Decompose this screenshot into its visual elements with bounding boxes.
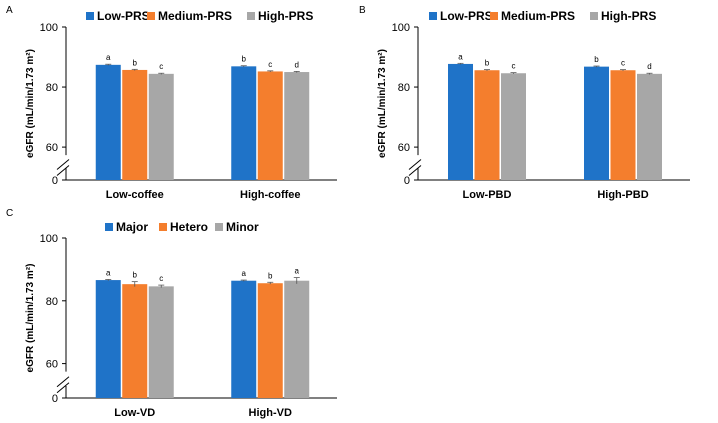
legend-label: Hetero bbox=[170, 220, 208, 234]
axis-break-mark bbox=[56, 382, 70, 394]
bar-medium-prs bbox=[122, 69, 148, 180]
significance-letter: b bbox=[594, 55, 599, 64]
y-tick-label: 60 bbox=[46, 142, 58, 154]
bar-high-prs bbox=[501, 73, 526, 180]
chart-panel-c: C 0 60 80 100 eGFR (mL/min/1.73 m²) a b c Low-VD a… bbox=[6, 208, 337, 419]
legend-swatch bbox=[86, 12, 94, 20]
legend-swatch bbox=[247, 12, 255, 20]
axis-break-mark bbox=[56, 165, 70, 176]
bar-minor bbox=[284, 280, 310, 398]
legend-label: Major bbox=[116, 220, 148, 234]
y-tick-label: 100 bbox=[40, 22, 58, 34]
significance-letter: b bbox=[242, 55, 247, 64]
bar-medium-prs bbox=[610, 70, 636, 180]
significance-letter: a bbox=[458, 52, 463, 61]
bar-low-prs bbox=[448, 63, 473, 180]
significance-letter: b bbox=[485, 59, 490, 68]
significance-letter: c bbox=[621, 59, 625, 68]
category-label: High-PBD bbox=[597, 189, 648, 201]
panel-letter: A bbox=[6, 5, 13, 16]
legend-swatch bbox=[147, 12, 155, 20]
legend-swatch bbox=[105, 223, 113, 231]
y-tick-label: 0 bbox=[52, 175, 58, 187]
significance-letter: c bbox=[268, 60, 272, 69]
legend-swatch bbox=[159, 223, 167, 231]
y-tick-label: 100 bbox=[40, 233, 58, 245]
significance-letter: c bbox=[159, 62, 163, 71]
chart-panel-a: A 0 60 80 100 eGFR (mL/min/1.73 m²) a b c Low-cof… bbox=[6, 5, 337, 201]
y-axis-label: eGFR (mL/min/1.73 m²) bbox=[25, 49, 36, 158]
legend-label: Low-PRS bbox=[97, 9, 150, 23]
bar-low-prs bbox=[584, 66, 609, 180]
bar-major bbox=[231, 280, 257, 398]
significance-letter: d bbox=[647, 62, 651, 71]
legend-label: Minor bbox=[226, 220, 259, 234]
significance-letter: c bbox=[512, 62, 516, 71]
y-tick-label: 0 bbox=[404, 175, 410, 187]
bar-medium-prs bbox=[474, 70, 500, 180]
bar-hetero bbox=[122, 284, 148, 398]
significance-letter: b bbox=[133, 58, 138, 67]
legend-label: High-PRS bbox=[258, 9, 313, 23]
legend-swatch bbox=[215, 223, 223, 231]
category-label: Low-VD bbox=[114, 407, 155, 419]
significance-letter: b bbox=[268, 271, 273, 280]
axis-break-mark bbox=[408, 159, 422, 170]
bar-major bbox=[95, 280, 121, 398]
legend-swatch bbox=[490, 12, 498, 20]
bar-high-prs bbox=[148, 73, 174, 180]
legend-swatch bbox=[590, 12, 598, 20]
axis-break-mark bbox=[56, 376, 70, 388]
legend-swatch bbox=[429, 12, 437, 20]
legend-label: Medium-PRS bbox=[158, 9, 232, 23]
category-label: Low-coffee bbox=[106, 189, 164, 201]
bar-low-prs bbox=[231, 66, 257, 180]
legend-label: Medium-PRS bbox=[501, 9, 575, 23]
panel-letter: B bbox=[359, 5, 366, 16]
chart-panel-b: B 0 60 80 100 eGFR (mL/min/1.73 m²) a b c Low-PBD… bbox=[359, 5, 690, 201]
axis-break-mark bbox=[56, 159, 70, 170]
bar-medium-prs bbox=[257, 71, 283, 180]
significance-letter: d bbox=[295, 60, 299, 69]
y-tick-label: 100 bbox=[392, 22, 410, 34]
y-axis-label: eGFR (mL/min/1.73 m²) bbox=[377, 49, 388, 158]
legend-label: High-PRS bbox=[601, 9, 656, 23]
y-tick-label: 0 bbox=[52, 393, 58, 405]
category-label: High-coffee bbox=[240, 189, 301, 201]
y-tick-label: 80 bbox=[46, 296, 58, 308]
significance-letter: c bbox=[159, 274, 163, 283]
bar-minor bbox=[148, 286, 174, 398]
bar-high-prs bbox=[637, 73, 662, 180]
axis-break-mark bbox=[408, 165, 422, 176]
category-label: High-VD bbox=[249, 407, 292, 419]
panel-letter: C bbox=[6, 208, 13, 219]
y-axis-label: eGFR (mL/min/1.73 m²) bbox=[25, 264, 36, 373]
y-tick-label: 80 bbox=[398, 82, 410, 94]
bar-low-prs bbox=[95, 64, 121, 180]
significance-letter: a bbox=[242, 269, 247, 278]
significance-letter: b bbox=[133, 271, 138, 280]
significance-letter: a bbox=[106, 53, 111, 62]
significance-letter: a bbox=[106, 268, 111, 277]
y-tick-label: 60 bbox=[46, 359, 58, 371]
bar-high-prs bbox=[284, 72, 310, 180]
y-tick-label: 60 bbox=[398, 142, 410, 154]
significance-letter: a bbox=[295, 267, 300, 276]
y-tick-label: 80 bbox=[46, 82, 58, 94]
legend-label: Low-PRS bbox=[440, 9, 493, 23]
category-label: Low-PBD bbox=[463, 189, 512, 201]
bar-hetero bbox=[257, 283, 283, 398]
